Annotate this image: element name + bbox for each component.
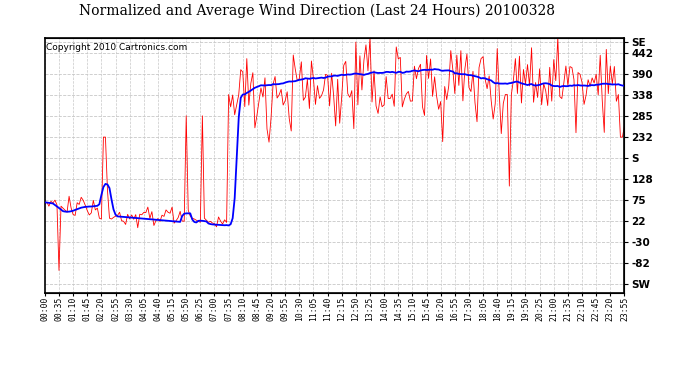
Text: Copyright 2010 Cartronics.com: Copyright 2010 Cartronics.com <box>46 43 187 52</box>
Text: Normalized and Average Wind Direction (Last 24 Hours) 20100328: Normalized and Average Wind Direction (L… <box>79 4 555 18</box>
